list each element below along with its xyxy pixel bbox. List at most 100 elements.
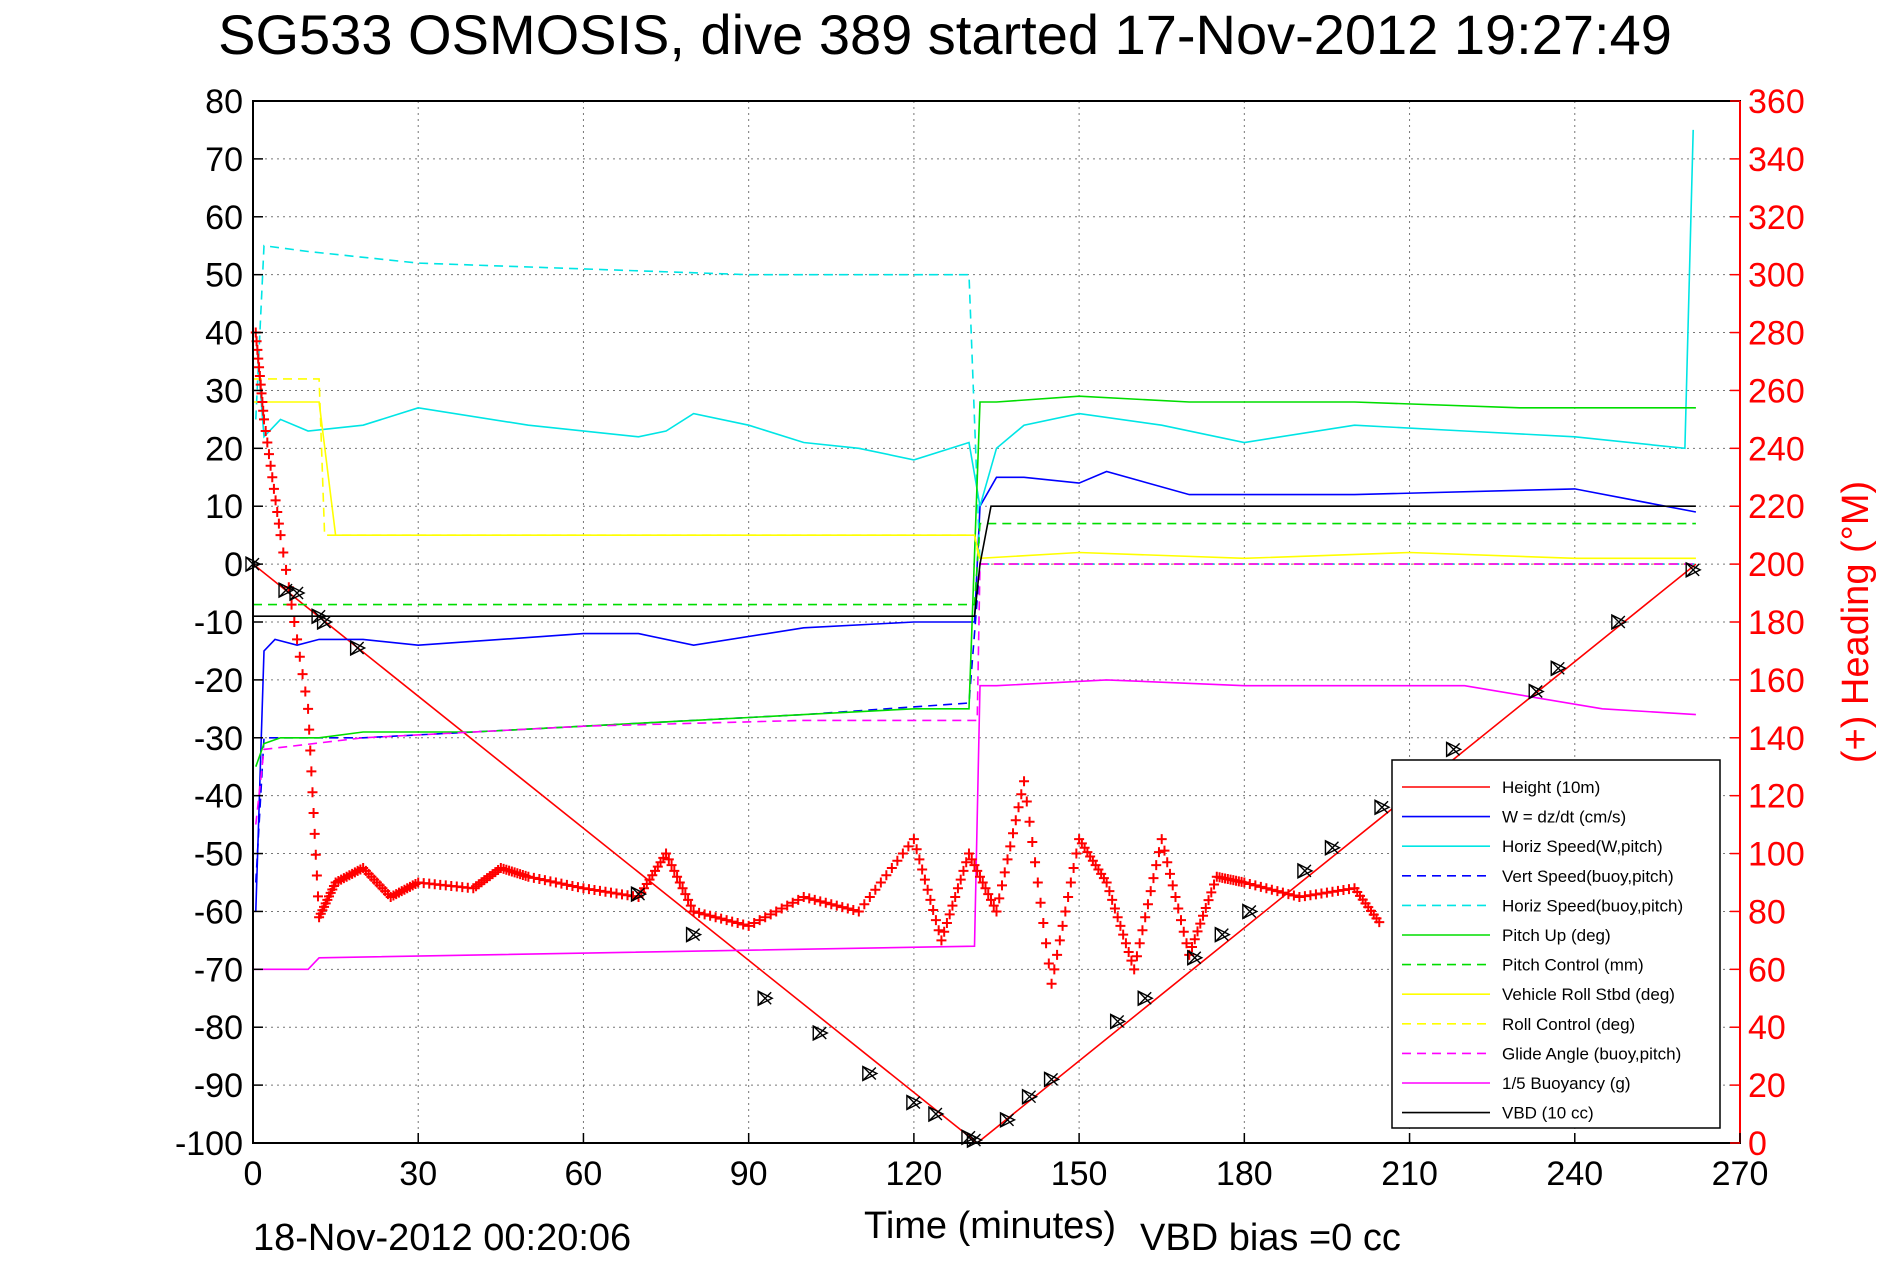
- x-tick-label: 270: [1712, 1155, 1769, 1193]
- heading-plus-marker: [1167, 880, 1178, 891]
- heading-plus-marker: [928, 904, 939, 915]
- heading-plus-marker: [1181, 938, 1192, 949]
- right-tick-label: 140: [1748, 720, 1805, 758]
- footer-vbd-bias: VBD bias =0 cc: [1140, 1217, 1401, 1259]
- heading-plus-marker: [1107, 894, 1118, 905]
- heading-plus-marker: [1068, 863, 1079, 874]
- heading-plus-marker: [988, 900, 999, 911]
- heading-plus-marker: [1013, 802, 1024, 813]
- heading-plus-marker: [972, 865, 983, 876]
- grid-lines: [253, 101, 1740, 1143]
- heading-plus-marker: [666, 860, 677, 871]
- y-tick-label: -50: [194, 836, 243, 874]
- right-tick-label: 280: [1748, 315, 1805, 353]
- legend-box: [1391, 759, 1721, 1129]
- heading-plus-marker: [881, 870, 892, 881]
- right-tick-label: 160: [1748, 662, 1805, 700]
- heading-plus-marker: [268, 483, 279, 494]
- heading-plus-marker: [310, 849, 321, 860]
- height-sample-marker: [1187, 949, 1204, 966]
- heading-plus-marker: [804, 893, 815, 904]
- heading-plus-marker: [782, 900, 793, 911]
- marker-group: [245, 555, 1702, 1149]
- heading-plus-marker: [1266, 884, 1277, 895]
- heading-plus-marker: [1189, 934, 1200, 945]
- legend-label: Roll Control (deg): [1502, 1015, 1635, 1034]
- heading-plus-marker: [672, 871, 683, 882]
- legend-label: Pitch Up (deg): [1502, 926, 1611, 945]
- heading-plus-marker: [1041, 938, 1052, 949]
- heading-plus-marker: [1209, 879, 1220, 890]
- x-tick-label: 150: [1051, 1155, 1108, 1193]
- height-sample-marker: [1374, 799, 1391, 816]
- heading-plus-marker: [534, 874, 545, 885]
- heading-plus-marker: [952, 883, 963, 894]
- height-sample-marker: [349, 639, 367, 657]
- legend-label: Horiz Speed(buoy,pitch): [1502, 896, 1683, 915]
- heading-plus-marker: [688, 906, 699, 917]
- heading-plus-marker: [831, 900, 842, 911]
- y-tick-label: -80: [194, 1009, 243, 1047]
- heading-plus-marker: [1063, 891, 1074, 902]
- y-tick-label: 40: [205, 315, 243, 353]
- heading-plus-marker: [1054, 935, 1065, 946]
- legend-label: Pitch Control (mm): [1502, 956, 1644, 975]
- x-tick-label: 180: [1216, 1155, 1273, 1193]
- heading-plus-marker: [793, 894, 804, 905]
- x-tick-label: 90: [730, 1155, 768, 1193]
- heading-plus-marker: [1192, 926, 1203, 937]
- heading-plus-marker: [677, 883, 688, 894]
- heading-plus-marker: [875, 877, 886, 888]
- heading-plus-marker: [1288, 890, 1299, 901]
- heading-plus-marker: [550, 877, 561, 888]
- heading-plus-marker: [1035, 897, 1046, 908]
- heading-plus-marker: [304, 724, 315, 735]
- x-axis-label: Time (minutes): [864, 1205, 1116, 1247]
- height-sample-marker: [1021, 1088, 1039, 1105]
- heading-plus-marker: [727, 916, 738, 927]
- heading-plus-marker: [1043, 958, 1054, 969]
- heading-plus-marker: [272, 507, 283, 518]
- legend-label: Vehicle Roll Stbd (deg): [1502, 985, 1675, 1004]
- heading-plus-marker: [1052, 949, 1063, 960]
- heading-plus-marker: [1255, 881, 1266, 892]
- series-2-line: [255, 129, 1694, 507]
- heading-plus-marker: [732, 918, 743, 929]
- heading-plus-marker: [1134, 938, 1145, 949]
- heading-plus-marker: [848, 904, 859, 915]
- heading-plus-marker: [999, 867, 1010, 878]
- heading-plus-marker: [545, 876, 556, 887]
- heading-plus-marker: [1151, 860, 1162, 871]
- heading-plus-marker: [683, 894, 694, 905]
- right-tick-label: 200: [1748, 546, 1805, 584]
- heading-plus-marker: [661, 848, 672, 859]
- heading-plus-marker: [914, 854, 925, 865]
- heading-plus-marker: [262, 437, 273, 448]
- height-sample-marker: [1685, 561, 1702, 579]
- heading-plus-marker: [1200, 902, 1211, 913]
- legend: Height (10m) W = dz/dt (cm/s) Horiz Speed(…: [1391, 759, 1721, 1129]
- heading-plus-marker: [1030, 857, 1041, 868]
- y-tick-label: -90: [194, 1067, 243, 1105]
- heading-plus-marker: [663, 854, 674, 865]
- heading-plus-marker: [922, 884, 933, 895]
- heading-plus-marker: [930, 915, 941, 926]
- heading-plus-marker: [680, 889, 691, 900]
- x-tick-label: 120: [886, 1155, 943, 1193]
- heading-plus-marker: [1374, 917, 1385, 928]
- heading-plus-marker: [1005, 841, 1016, 852]
- heading-plus-marker: [253, 353, 264, 364]
- heading-plus-marker: [842, 903, 853, 914]
- x-tick-label: 30: [399, 1155, 437, 1193]
- right-tick-label: 240: [1748, 430, 1805, 468]
- heading-plus-marker: [1115, 920, 1126, 931]
- heading-plus-marker: [991, 906, 1002, 917]
- series-9-line: [255, 563, 1696, 825]
- height-sample-marker: [928, 1105, 945, 1123]
- heading-plus-marker: [254, 362, 265, 373]
- heading-plus-marker: [897, 848, 908, 859]
- heading-plus-marker: [1109, 903, 1120, 914]
- heading-plus-marker: [669, 865, 680, 876]
- heading-plus-marker: [961, 857, 972, 868]
- height-sample-marker: [1043, 1071, 1061, 1088]
